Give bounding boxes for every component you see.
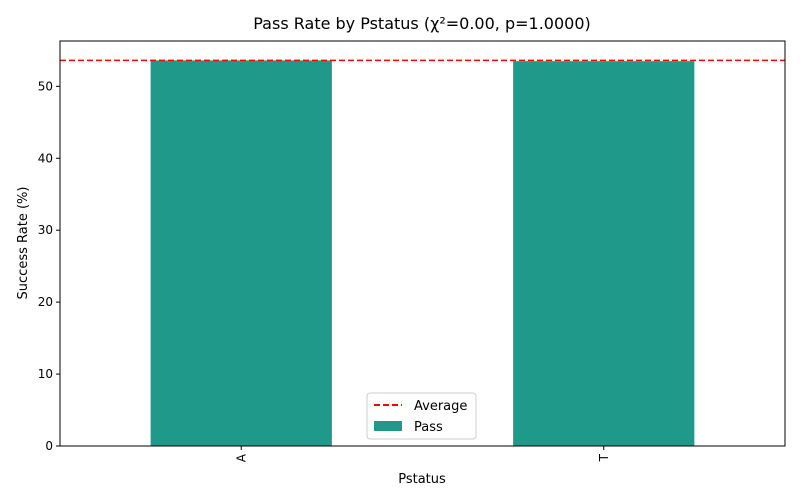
plot-frame xyxy=(59,40,786,447)
legend-average-label: Average xyxy=(414,399,467,414)
y-tick-label: 30 xyxy=(38,223,53,237)
y-tick-label: 20 xyxy=(38,295,53,309)
y-tick-label: 40 xyxy=(38,151,53,165)
bar-a xyxy=(150,60,332,447)
x-tick-label-t: T xyxy=(597,453,611,462)
legend-pass-label: Pass xyxy=(414,420,443,435)
y-tick-label: 10 xyxy=(38,367,53,381)
legend: Average Pass xyxy=(366,392,477,440)
y-tick-label: 50 xyxy=(38,79,53,93)
chart-title: Pass Rate by Pstatus (χ²=0.00, p=1.0000) xyxy=(253,14,590,33)
bar-t xyxy=(513,61,695,447)
x-tick-label-a: A xyxy=(234,453,248,462)
bars-layer xyxy=(150,60,695,447)
y-tick-label: 0 xyxy=(45,439,53,453)
x-axis-label: Pstatus xyxy=(398,472,446,487)
y-axis-label: Success Rate (%) xyxy=(16,187,31,300)
y-axis: 0 10 20 30 40 50 xyxy=(38,79,60,453)
legend-pass-swatch xyxy=(374,421,402,431)
